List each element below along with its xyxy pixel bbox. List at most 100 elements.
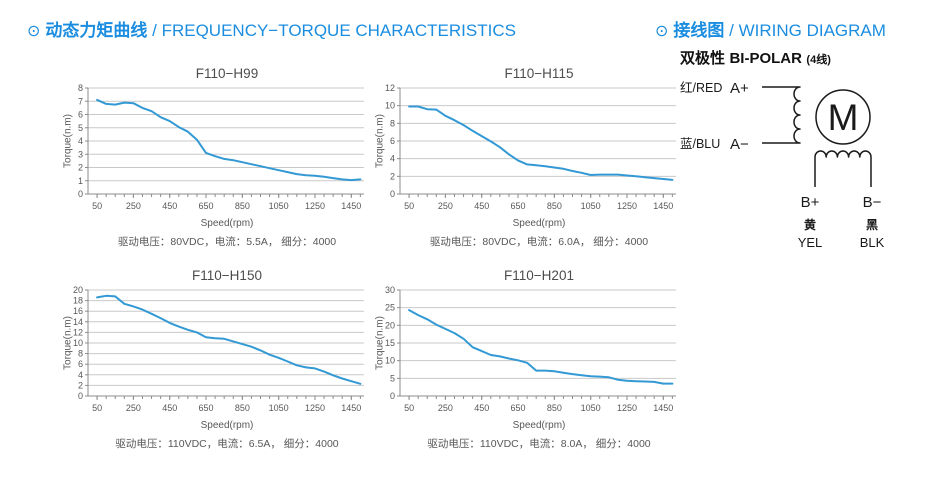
svg-text:6: 6 [78, 110, 83, 120]
svg-text:1: 1 [78, 176, 83, 186]
wire-color-black-en: BLK [860, 235, 885, 250]
svg-text:6: 6 [78, 359, 83, 369]
wiring-subtitle-note: (4线) [806, 54, 831, 66]
svg-text:1450: 1450 [341, 201, 361, 211]
wire-label-blue: 蓝/BLU [680, 137, 720, 151]
terminal-a-plus: A+ [730, 80, 749, 97]
chart-title: F110−H115 [504, 66, 574, 81]
svg-text:16: 16 [73, 306, 83, 316]
section-title-cn: 动态力矩曲线 [45, 21, 148, 40]
section-title-cn: 接线图 [673, 21, 725, 40]
section-title-separator: / [147, 21, 162, 40]
svg-text:450: 450 [162, 403, 177, 413]
svg-text:450: 450 [162, 201, 177, 211]
svg-text:14: 14 [73, 317, 83, 327]
bullet-circle-icon: ⊙ [27, 23, 41, 40]
chart-f110-h99: F110−H99 Torque(n.m) 0 1 2 3 4 5 6 7 8 50 250 450 65… [58, 64, 370, 249]
section-title-wiring-diagram: ⊙ 接线图 / WIRING DIAGRAM [655, 16, 886, 41]
svg-text:450: 450 [474, 403, 489, 413]
svg-text:850: 850 [235, 201, 250, 211]
motor-circle-icon [815, 89, 871, 145]
x-axis-label: Speed(rpm) [512, 420, 566, 431]
svg-text:2: 2 [78, 163, 83, 173]
svg-text:0: 0 [78, 189, 83, 199]
svg-text:0: 0 [390, 391, 395, 401]
y-axis-label: Torque(n.m) [62, 114, 74, 168]
chart-f110-h150: F110−H150 Torque(n.m) 0 2 4 6 8 10 12 14 16 18 20 5… [58, 266, 370, 451]
svg-text:8: 8 [390, 118, 395, 128]
svg-text:3: 3 [78, 149, 83, 159]
wiring-subtitle-cn: 双极性 [680, 50, 726, 67]
svg-text:0: 0 [390, 189, 395, 199]
svg-text:10: 10 [385, 101, 395, 111]
svg-text:1450: 1450 [653, 403, 673, 413]
svg-text:650: 650 [511, 403, 526, 413]
svg-text:4: 4 [78, 370, 83, 380]
svg-text:250: 250 [126, 201, 141, 211]
svg-text:1050: 1050 [269, 403, 289, 413]
svg-text:4: 4 [390, 154, 395, 164]
svg-text:10: 10 [385, 356, 395, 366]
terminal-a-minus: A− [730, 136, 749, 153]
svg-text:1250: 1250 [305, 403, 325, 413]
chart-caption: 驱动电压：110VDC，电流：8.0A， 细分：4000 [427, 438, 651, 450]
svg-text:50: 50 [92, 201, 102, 211]
svg-text:850: 850 [547, 201, 562, 211]
wiring-diagram: 红/RED A+ 蓝/BLU A− M B+ B− 黄 黑 YEL BLK [680, 80, 885, 250]
chart-title: F110−H150 [192, 268, 262, 283]
svg-text:650: 650 [511, 201, 526, 211]
bullet-circle-icon: ⊙ [655, 23, 669, 40]
y-axis-label: Torque(n.m) [374, 114, 386, 168]
terminal-b-plus: B+ [801, 194, 820, 211]
phase-b-coil-icon [814, 150, 872, 187]
svg-text:450: 450 [474, 201, 489, 211]
svg-text:650: 650 [199, 201, 214, 211]
svg-text:250: 250 [438, 201, 453, 211]
wire-color-yellow-en: YEL [798, 235, 823, 250]
svg-text:5: 5 [78, 123, 83, 133]
wire-color-black-cn: 黑 [866, 218, 878, 232]
svg-text:50: 50 [92, 403, 102, 413]
svg-text:4: 4 [78, 136, 83, 146]
svg-text:15: 15 [385, 338, 395, 348]
phase-a-coil-icon [762, 86, 801, 144]
svg-text:30: 30 [385, 286, 395, 295]
section-title-en: FREQUENCY−TORQUE CHARACTERISTICS [161, 21, 516, 40]
wire-color-yellow-cn: 黄 [804, 217, 816, 232]
svg-text:8: 8 [78, 349, 83, 359]
svg-text:6: 6 [390, 136, 395, 146]
svg-text:20: 20 [385, 320, 395, 330]
svg-text:1250: 1250 [305, 201, 325, 211]
svg-text:1250: 1250 [617, 201, 637, 211]
frequency-torque-plot: 0 5 10 15 20 25 30 50 250 450 650 850 1050 1250 1450 [385, 286, 676, 413]
svg-text:1050: 1050 [581, 403, 601, 413]
chart-caption: 驱动电压：80VDC，电流：6.0A， 细分：4000 [429, 236, 649, 248]
chart-caption: 驱动电压：110VDC，电流：6.5A， 细分：4000 [115, 438, 339, 450]
svg-text:850: 850 [235, 403, 250, 413]
svg-text:12: 12 [385, 84, 395, 93]
motor-label: M [828, 97, 859, 138]
svg-text:1450: 1450 [653, 201, 673, 211]
chart-caption: 驱动电压：80VDC，电流：5.5A， 细分：4000 [117, 236, 337, 248]
x-axis-label: Speed(rpm) [200, 420, 254, 431]
wiring-subtitle: 双极性 BI-POLAR (4线) [680, 47, 831, 68]
svg-text:20: 20 [73, 286, 83, 295]
svg-text:7: 7 [78, 96, 83, 106]
section-title-frequency-torque: ⊙ 动态力矩曲线 / FREQUENCY−TORQUE CHARACTERISTI… [27, 16, 516, 41]
svg-text:50: 50 [404, 201, 414, 211]
chart-title: F110−H201 [504, 268, 574, 283]
svg-text:250: 250 [438, 403, 453, 413]
chart-title: F110−H99 [195, 66, 259, 81]
chart-f110-h115: F110−H115 Torque(n.m) 0 2 4 6 8 10 12 50 250 450 6… [370, 64, 682, 249]
svg-text:18: 18 [73, 296, 83, 306]
svg-text:25: 25 [385, 303, 395, 313]
svg-text:5: 5 [390, 373, 395, 383]
y-axis-label: Torque(n.m) [374, 316, 386, 370]
svg-text:50: 50 [404, 403, 414, 413]
wiring-subtitle-en: BI-POLAR [729, 50, 802, 67]
svg-text:1250: 1250 [617, 403, 637, 413]
